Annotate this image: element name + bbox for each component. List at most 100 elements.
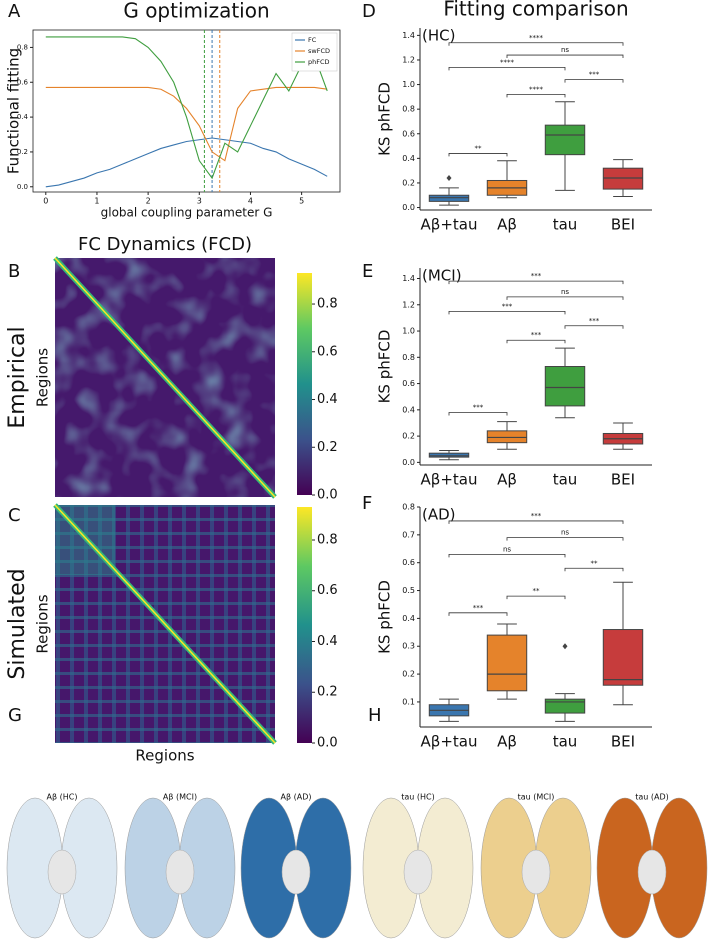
y-tick-label: 1.4 xyxy=(402,31,415,40)
y-tick-label: 1.0 xyxy=(402,80,415,89)
colorbar-tick-label: 0.4 xyxy=(317,392,338,407)
significance-label: *** xyxy=(473,604,484,612)
brainstem xyxy=(165,849,195,895)
significance-label: *** xyxy=(502,302,513,310)
significance-label: *** xyxy=(531,331,542,339)
y-tick-label: 0.6 xyxy=(402,558,415,567)
y-tick-label: 0.8 xyxy=(17,43,28,51)
y-tick-label: 0.2 xyxy=(402,432,415,441)
significance-label: ** xyxy=(533,587,541,595)
heatmap-art xyxy=(53,256,312,745)
x-tick-label: BEI xyxy=(611,471,635,489)
significance-bracket xyxy=(564,567,624,572)
y-tick-label: 0.4 xyxy=(17,113,29,121)
significance-label: **** xyxy=(500,58,515,66)
diagonal xyxy=(54,257,276,498)
significance-label: *** xyxy=(589,317,600,325)
significance-bracket xyxy=(564,325,624,329)
significance-bracket xyxy=(506,54,624,59)
significance-label: **** xyxy=(529,85,544,93)
significance-bracket xyxy=(506,595,566,600)
significance-label: ns xyxy=(503,545,511,553)
y-tick-label: 0.6 xyxy=(17,78,29,86)
x-tick-label: BEI xyxy=(611,733,635,751)
y-tick-label: 0.5 xyxy=(402,586,415,595)
colorbar-tick-label: 0.6 xyxy=(317,344,338,359)
outlier xyxy=(446,175,452,182)
significance-label: ** xyxy=(591,559,599,567)
y-tick-label: 0.0 xyxy=(402,203,415,212)
panel-label: B xyxy=(8,261,20,282)
x-tick-label: Aβ xyxy=(497,471,517,489)
y-tick-label: 0.3 xyxy=(402,642,415,651)
y-tick-label: 1.4 xyxy=(402,274,415,283)
legend-box xyxy=(291,32,338,72)
y-axis-label: KS phFCD xyxy=(376,82,394,156)
brain-art xyxy=(6,797,708,939)
y-tick-label: 0.1 xyxy=(402,697,415,706)
colorbar-tick-label: 0.2 xyxy=(317,440,338,455)
x-tick-label: tau xyxy=(553,471,578,489)
panel-label: C xyxy=(8,505,21,526)
significance-label: ns xyxy=(561,288,569,296)
annotation: (AD) xyxy=(422,506,456,524)
x-tick-label: Aβ+tau xyxy=(421,471,478,489)
y-tick-label: 0.8 xyxy=(402,105,415,114)
y-tick-label: 0.0 xyxy=(402,458,415,467)
significance-bracket xyxy=(448,280,624,285)
plot-frame xyxy=(32,29,341,193)
line-series xyxy=(45,137,328,188)
y-tick-label: 0.4 xyxy=(402,154,415,163)
colorbar-tick-label: 0.6 xyxy=(317,583,338,598)
y-tick-label: 0.6 xyxy=(402,129,415,138)
significance-bracket xyxy=(448,612,508,616)
colorbar xyxy=(297,507,312,743)
y-axis-label: KS phFCD xyxy=(376,580,394,654)
y-axis-label: Functional fitting xyxy=(5,48,23,174)
legend-label: FC xyxy=(308,36,317,44)
brain-label: tau (HC) xyxy=(401,793,435,802)
box xyxy=(428,452,470,458)
colorbar-tick-label: 0.4 xyxy=(317,634,338,649)
significance-label: ns xyxy=(561,529,569,537)
x-tick-label: tau xyxy=(553,733,578,751)
significance-label: ns xyxy=(561,46,569,54)
colorbar-tick-label: 0.8 xyxy=(317,532,338,547)
panel-label: A xyxy=(8,1,21,22)
x-tick-label: 2 xyxy=(146,197,151,206)
brainstem xyxy=(281,849,311,895)
box xyxy=(428,194,470,202)
chart-title: Fitting comparison xyxy=(443,0,628,21)
annotation: (HC) xyxy=(422,27,455,45)
brainstem xyxy=(637,849,667,895)
significance-label: *** xyxy=(589,71,600,79)
significance-bracket xyxy=(564,79,624,83)
colorbar-tick-label: 0.0 xyxy=(317,488,338,503)
legend-label: phFCD xyxy=(308,58,330,66)
panel-label: E xyxy=(362,261,373,282)
significance-bracket xyxy=(448,310,566,315)
brainstem xyxy=(47,849,77,895)
significance-bracket xyxy=(506,537,624,541)
colorbar-tick-label: 0.0 xyxy=(317,736,338,751)
y-axis-label: KS phFCD xyxy=(376,330,394,404)
x-tick-label: 3 xyxy=(197,197,202,206)
chart-title: G optimization xyxy=(123,0,269,23)
colorbar-tick-label: 0.2 xyxy=(317,685,338,700)
box xyxy=(602,167,644,190)
x-tick-label: 5 xyxy=(299,197,304,206)
box xyxy=(486,634,528,692)
significance-label: **** xyxy=(529,34,544,42)
x-tick-label: 0 xyxy=(43,197,48,206)
box xyxy=(486,430,528,444)
x-tick-label: BEI xyxy=(611,216,635,234)
significance-label: ** xyxy=(475,144,483,152)
significance-label: *** xyxy=(531,512,542,520)
significance-bracket xyxy=(448,520,624,524)
significance-label: *** xyxy=(531,272,542,280)
y-tick-label: 0.7 xyxy=(402,530,415,539)
brainstem xyxy=(521,849,551,895)
x-tick-label: tau xyxy=(553,216,578,234)
significance-label: *** xyxy=(473,403,484,411)
row-label: Simulated xyxy=(5,568,30,679)
